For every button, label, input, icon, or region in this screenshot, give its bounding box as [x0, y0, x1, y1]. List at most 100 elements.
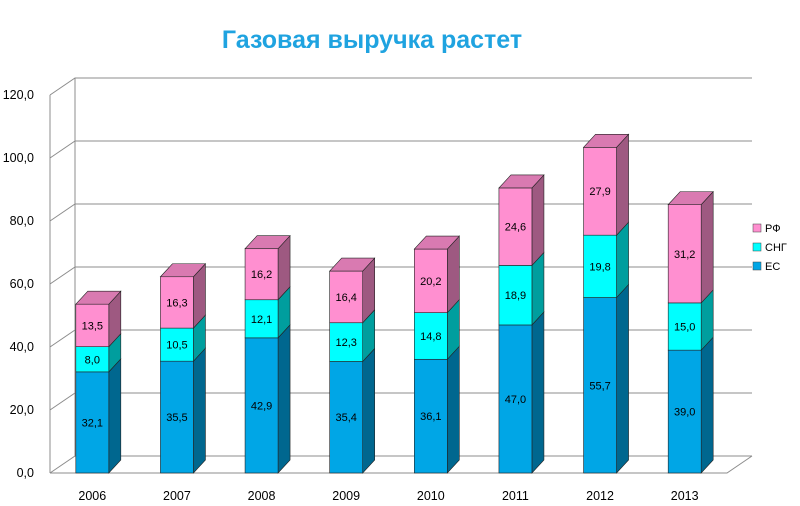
bar-side [108, 358, 122, 474]
bar-front [667, 302, 702, 351]
bar-top [667, 191, 714, 205]
bar-2009-СНГ [329, 308, 375, 363]
y-tick-label: 60,0 [10, 277, 34, 291]
data-label: 35,5 [166, 412, 187, 424]
data-label: 16,3 [166, 297, 187, 309]
tick-labels: 0,0 20,0 40,0 60,0 80,0 100,0 120,0 2006 2007 200… [3, 88, 699, 503]
data-label: 19,8 [589, 261, 610, 273]
bar-2009-ЕС [329, 347, 375, 474]
bar-2012-ЕС [583, 283, 629, 474]
bar-side [447, 345, 460, 474]
bar-2008-РФ [244, 234, 291, 301]
bar-front [583, 146, 617, 236]
data-label: 10,5 [166, 340, 187, 352]
gridline [49, 392, 752, 411]
bar-2008-СНГ [244, 285, 291, 339]
y-tick-label: 100,0 [3, 151, 34, 165]
x-tick-label: 2009 [332, 489, 360, 503]
data-label: 13,5 [82, 320, 103, 332]
gridline [49, 329, 752, 348]
bar-2012-РФ [582, 133, 630, 236]
bar-2011-СНГ [498, 251, 545, 326]
bar-front [583, 234, 617, 298]
bar-side [193, 347, 206, 474]
x-tick-label: 2007 [163, 489, 191, 503]
bar-front [583, 297, 617, 474]
bar-2006-РФ [75, 290, 122, 348]
legend-swatch [752, 223, 762, 233]
gridline [49, 77, 752, 96]
y-tick-label: 20,0 [10, 403, 34, 417]
data-label: 31,2 [674, 249, 695, 261]
data-label: 18,9 [505, 290, 526, 302]
bar-top [75, 290, 122, 305]
bar-2010-РФ [413, 235, 460, 314]
bar-front [329, 322, 363, 362]
bar-2013-РФ [667, 190, 714, 304]
bar-front [498, 324, 533, 474]
gridlines [49, 77, 752, 474]
bar-front [414, 248, 448, 313]
data-label: 27,9 [589, 186, 610, 198]
legend-label: ЕС [765, 261, 780, 273]
data-label: 32,1 [82, 417, 103, 429]
bar-top [413, 235, 460, 250]
data-label: 12,3 [335, 337, 356, 349]
bar-top [498, 174, 545, 189]
legend-label: СНГ [765, 242, 787, 254]
x-tick-label: 2012 [586, 489, 614, 503]
bar-2011-РФ [498, 174, 545, 267]
data-label: 16,4 [335, 292, 356, 304]
legend-label: РФ [765, 223, 781, 235]
bar-front [244, 248, 279, 301]
bar-front [498, 265, 533, 326]
data-label: 47,0 [505, 394, 526, 406]
bar-side [531, 174, 545, 267]
data-label: 16,2 [251, 269, 272, 281]
bar-front [329, 270, 363, 324]
bar-2007-СНГ [160, 314, 206, 362]
y-tick-label: 40,0 [10, 340, 34, 354]
bar-side [362, 347, 375, 474]
bar-2013-СНГ [667, 289, 714, 351]
bar-front [160, 360, 194, 474]
gridline [49, 455, 752, 474]
bar-side [447, 235, 460, 314]
bar-2007-РФ [159, 262, 207, 329]
bar-side [700, 336, 714, 474]
bar-2010-ЕС [414, 345, 460, 474]
y-tick-label: 120,0 [3, 88, 34, 102]
bar-front [329, 361, 363, 474]
bar-front [414, 358, 448, 474]
bar-2012-СНГ [583, 221, 629, 299]
x-tick-label: 2011 [502, 489, 529, 503]
data-label: 36,1 [420, 411, 441, 423]
bar-2007-ЕС [160, 347, 206, 474]
y-tick-label: 0,0 [17, 466, 34, 480]
bar-2011-ЕС [498, 311, 545, 474]
bar-side [700, 190, 714, 304]
bar-2010-СНГ [414, 298, 460, 361]
bar-front [75, 371, 110, 474]
bar-side [616, 283, 629, 474]
data-label: 24,6 [505, 222, 526, 234]
gridline [49, 266, 752, 285]
bar-side [531, 311, 545, 474]
x-tick-label: 2006 [78, 489, 106, 503]
bar-front [244, 337, 279, 474]
bar-front [75, 346, 110, 373]
data-label: 12,1 [251, 314, 272, 326]
legend-item-ЕС: ЕС [752, 261, 780, 273]
bar-2013-ЕС [667, 336, 714, 474]
axes [49, 78, 753, 474]
legend-swatch [752, 242, 762, 252]
bar-2006-ЕС [75, 358, 122, 474]
data-label: 14,8 [420, 331, 441, 343]
chart-title: Газовая выручка растет [222, 26, 522, 54]
data-label: 35,4 [335, 412, 356, 424]
x-tick-label: 2010 [417, 489, 445, 503]
bar-front [244, 299, 279, 339]
x-axis [50, 455, 753, 474]
data-label: 20,2 [420, 276, 441, 288]
